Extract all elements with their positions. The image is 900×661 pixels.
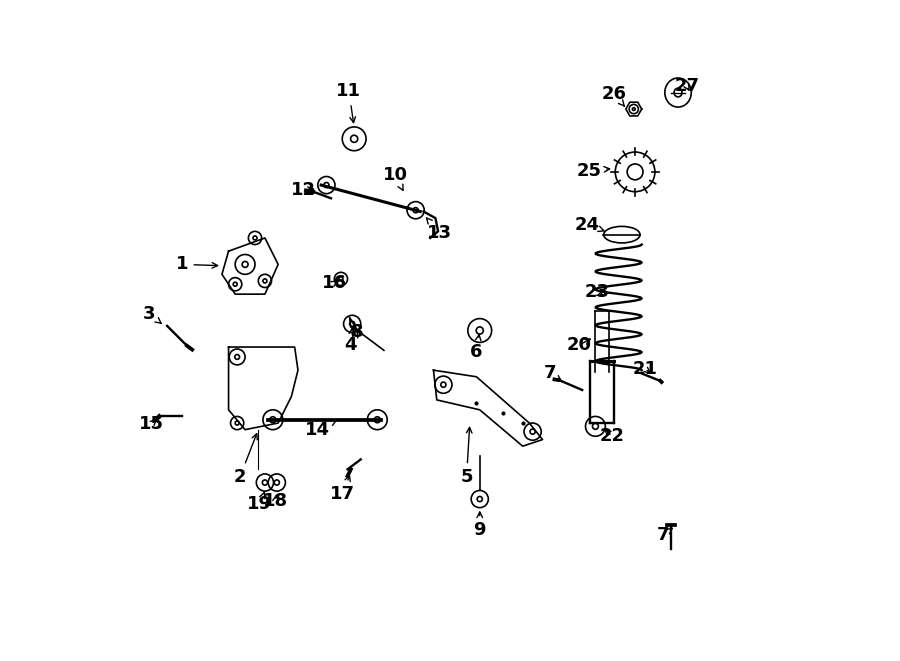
Text: 6: 6 — [470, 334, 482, 361]
Text: 17: 17 — [330, 475, 356, 504]
Text: 2: 2 — [234, 434, 257, 486]
Text: 26: 26 — [601, 85, 626, 106]
Text: 9: 9 — [473, 512, 486, 539]
Text: 12: 12 — [291, 181, 316, 200]
Text: 14: 14 — [305, 420, 337, 439]
Text: 1: 1 — [176, 255, 218, 274]
Text: 11: 11 — [337, 82, 362, 123]
Text: 16: 16 — [322, 274, 346, 292]
Text: 27: 27 — [674, 77, 699, 95]
Text: 25: 25 — [576, 161, 609, 180]
Text: 22: 22 — [599, 427, 625, 446]
Text: 10: 10 — [382, 166, 408, 190]
Text: 24: 24 — [575, 215, 604, 234]
Text: 8: 8 — [351, 323, 364, 342]
Text: 19: 19 — [248, 492, 272, 514]
Text: 13: 13 — [427, 218, 452, 242]
Text: 7: 7 — [657, 526, 672, 545]
Text: 21: 21 — [633, 360, 658, 378]
Text: 20: 20 — [566, 336, 591, 354]
Text: 15: 15 — [139, 415, 164, 434]
Text: 4: 4 — [345, 329, 357, 354]
Text: 18: 18 — [263, 492, 288, 510]
Text: 23: 23 — [584, 283, 609, 301]
Text: 7: 7 — [544, 364, 562, 383]
Text: 5: 5 — [460, 428, 473, 486]
Text: 3: 3 — [143, 305, 161, 323]
